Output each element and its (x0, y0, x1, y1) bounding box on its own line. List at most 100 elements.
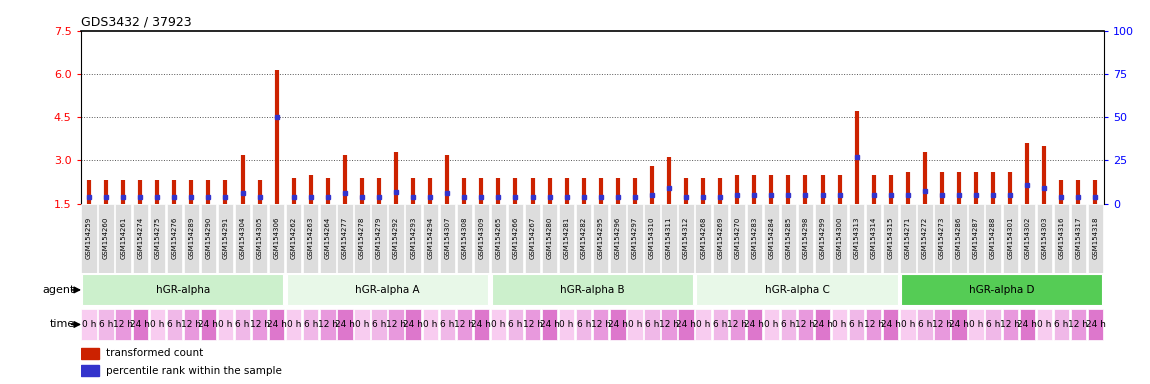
Text: 12 h: 12 h (250, 320, 269, 329)
Text: 6 h: 6 h (304, 320, 317, 329)
FancyBboxPatch shape (918, 309, 933, 340)
FancyBboxPatch shape (217, 204, 233, 273)
FancyBboxPatch shape (661, 204, 676, 273)
FancyBboxPatch shape (559, 309, 574, 340)
FancyBboxPatch shape (406, 309, 421, 340)
Text: GSM154287: GSM154287 (973, 217, 979, 259)
FancyBboxPatch shape (167, 309, 182, 340)
FancyBboxPatch shape (798, 309, 813, 340)
Text: GSM154313: GSM154313 (853, 217, 860, 259)
Text: 0 h: 0 h (82, 320, 97, 329)
FancyBboxPatch shape (337, 204, 353, 273)
Text: GSM154280: GSM154280 (546, 217, 553, 259)
Text: 6 h: 6 h (850, 320, 864, 329)
FancyBboxPatch shape (746, 204, 762, 273)
Text: 6 h: 6 h (371, 320, 386, 329)
FancyBboxPatch shape (82, 309, 97, 340)
Text: 6 h: 6 h (1055, 320, 1068, 329)
Text: GSM154304: GSM154304 (239, 217, 246, 259)
FancyBboxPatch shape (439, 309, 455, 340)
FancyBboxPatch shape (167, 204, 182, 273)
FancyBboxPatch shape (559, 204, 574, 273)
FancyBboxPatch shape (82, 204, 97, 273)
FancyBboxPatch shape (696, 274, 898, 306)
Text: GSM154278: GSM154278 (359, 217, 365, 259)
Text: 12 h: 12 h (113, 320, 133, 329)
FancyBboxPatch shape (422, 309, 438, 340)
Text: 24 h: 24 h (1086, 320, 1105, 329)
FancyBboxPatch shape (1088, 309, 1103, 340)
FancyBboxPatch shape (986, 204, 1000, 273)
Text: GSM154289: GSM154289 (189, 217, 194, 259)
FancyBboxPatch shape (866, 309, 881, 340)
Text: 6 h: 6 h (167, 320, 182, 329)
Text: 12 h: 12 h (386, 320, 406, 329)
Text: GSM154260: GSM154260 (104, 217, 109, 259)
FancyBboxPatch shape (593, 204, 608, 273)
FancyBboxPatch shape (524, 204, 540, 273)
FancyBboxPatch shape (491, 274, 693, 306)
Text: GSM154310: GSM154310 (649, 217, 655, 259)
Text: GSM154297: GSM154297 (631, 217, 638, 259)
FancyBboxPatch shape (644, 204, 660, 273)
Text: hGR-alpha A: hGR-alpha A (355, 285, 420, 295)
Text: GSM154259: GSM154259 (86, 217, 92, 259)
Text: GSM154299: GSM154299 (820, 217, 826, 259)
FancyBboxPatch shape (968, 204, 983, 273)
Text: 6 h: 6 h (986, 320, 1000, 329)
Text: 24 h: 24 h (539, 320, 560, 329)
FancyBboxPatch shape (627, 204, 643, 273)
FancyBboxPatch shape (849, 309, 865, 340)
Text: 12 h: 12 h (591, 320, 611, 329)
Text: GSM154284: GSM154284 (768, 217, 774, 259)
Text: GSM154277: GSM154277 (342, 217, 348, 259)
FancyBboxPatch shape (235, 204, 251, 273)
FancyBboxPatch shape (422, 204, 438, 273)
FancyBboxPatch shape (320, 309, 336, 340)
Text: GSM154272: GSM154272 (922, 217, 928, 259)
Text: GSM154317: GSM154317 (1075, 217, 1081, 259)
Text: 6 h: 6 h (781, 320, 796, 329)
Text: 0 h: 0 h (696, 320, 711, 329)
Text: 0 h: 0 h (833, 320, 846, 329)
FancyBboxPatch shape (132, 204, 148, 273)
FancyBboxPatch shape (815, 309, 830, 340)
FancyBboxPatch shape (1020, 204, 1035, 273)
FancyBboxPatch shape (576, 309, 591, 340)
FancyBboxPatch shape (491, 309, 506, 340)
FancyBboxPatch shape (82, 274, 284, 306)
Text: 24 h: 24 h (335, 320, 355, 329)
FancyBboxPatch shape (866, 204, 881, 273)
FancyBboxPatch shape (1036, 204, 1052, 273)
FancyBboxPatch shape (611, 204, 626, 273)
FancyBboxPatch shape (1020, 309, 1035, 340)
Text: hGR-alpha D: hGR-alpha D (969, 285, 1034, 295)
FancyBboxPatch shape (304, 204, 319, 273)
FancyBboxPatch shape (1088, 204, 1103, 273)
FancyBboxPatch shape (1003, 309, 1018, 340)
Text: GSM154279: GSM154279 (376, 217, 382, 259)
Text: GSM154268: GSM154268 (700, 217, 706, 259)
Text: GSM154285: GSM154285 (785, 217, 791, 259)
FancyBboxPatch shape (474, 204, 489, 273)
FancyBboxPatch shape (678, 309, 693, 340)
Text: 12 h: 12 h (1000, 320, 1020, 329)
Text: 12 h: 12 h (182, 320, 201, 329)
Text: GSM154266: GSM154266 (513, 217, 519, 259)
Text: transformed count: transformed count (106, 348, 204, 358)
Text: 0 h: 0 h (286, 320, 301, 329)
Text: GSM154309: GSM154309 (478, 217, 484, 259)
FancyBboxPatch shape (644, 309, 660, 340)
Text: 24 h: 24 h (608, 320, 628, 329)
FancyBboxPatch shape (746, 309, 762, 340)
Text: 24 h: 24 h (1018, 320, 1037, 329)
Text: 0 h: 0 h (151, 320, 164, 329)
Text: percentile rank within the sample: percentile rank within the sample (106, 366, 282, 376)
Text: GSM154288: GSM154288 (990, 217, 996, 259)
Text: 0 h: 0 h (765, 320, 779, 329)
Text: 0 h: 0 h (560, 320, 574, 329)
FancyBboxPatch shape (883, 309, 898, 340)
FancyBboxPatch shape (918, 204, 933, 273)
Bar (81, 348, 99, 359)
Text: GSM154291: GSM154291 (222, 217, 229, 259)
